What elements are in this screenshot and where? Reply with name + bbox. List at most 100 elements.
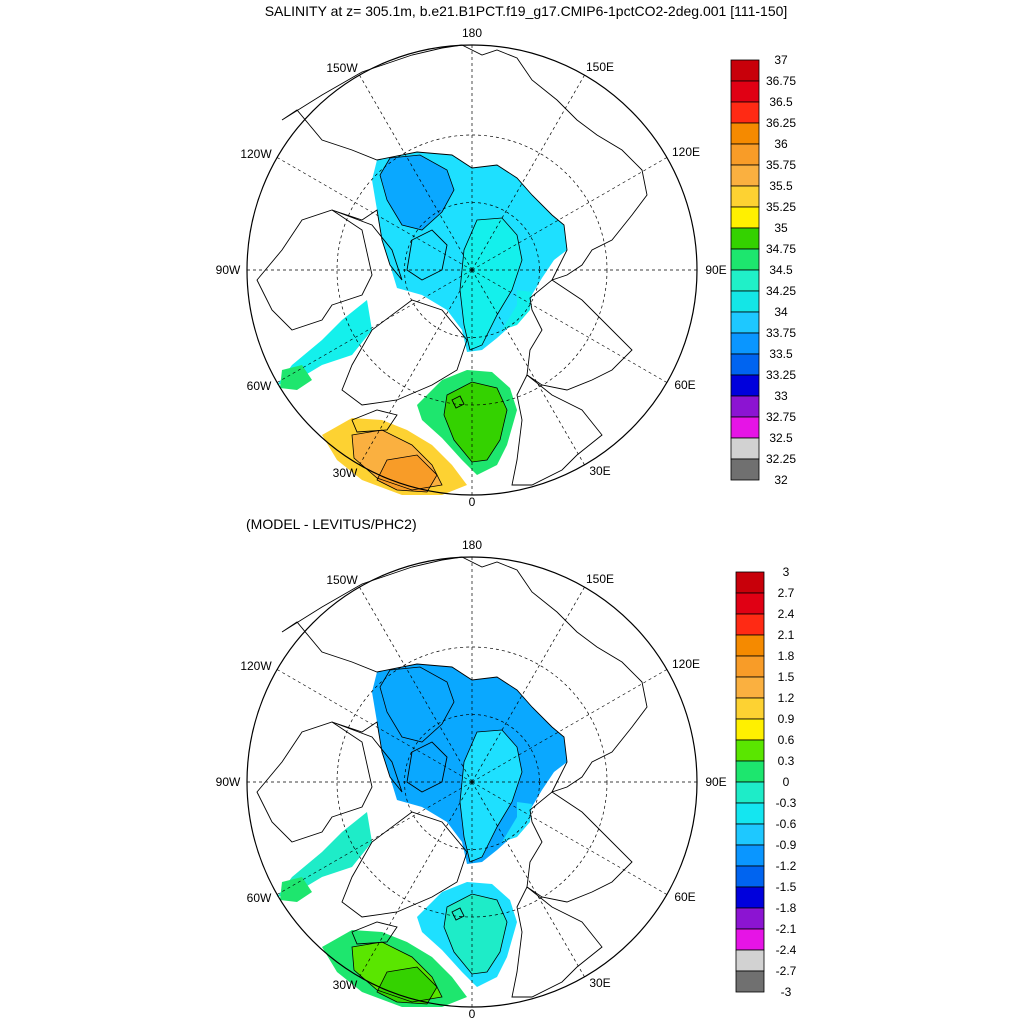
contour-canada: [379, 666, 455, 743]
colorbar-tick-label: 2.7: [778, 586, 795, 600]
meridian-line-2: [471, 157, 668, 271]
meridian-line-2: [471, 669, 668, 783]
colorbar-swatch: [730, 80, 760, 103]
colorbar-swatch: [735, 781, 765, 804]
colorbar-swatch: [730, 290, 760, 313]
coastline-4: [331, 721, 403, 793]
colorbar-swatch: [730, 437, 760, 460]
colorbar-tick-label: -0.6: [776, 817, 797, 831]
colorbar-swatch: [730, 227, 760, 250]
longitude-label: 0: [469, 495, 476, 509]
colorbar-swatch: [735, 739, 765, 762]
longitude-label: 120E: [672, 657, 700, 671]
colorbar-tick-label: 0: [783, 775, 790, 789]
field-labrador: [277, 812, 372, 897]
colorbar-tick-label: 36.5: [769, 95, 793, 109]
colorbar-tick-label: 34.25: [766, 284, 796, 298]
colorbar-tick-label: 34.5: [769, 263, 793, 277]
field-nordicIn: [444, 382, 507, 462]
coastline-0: [281, 44, 648, 281]
colorbar-swatch: [735, 655, 765, 678]
meridian-line-4: [471, 269, 668, 383]
coastline-8: [451, 395, 465, 409]
field-eurasian: [460, 730, 522, 862]
contour-eurasian: [459, 729, 523, 863]
colorbar-tick-label: -0.3: [776, 796, 797, 810]
colorbar-swatch: [730, 122, 760, 145]
colorbar-swatch: [730, 311, 760, 334]
coastline-6: [341, 299, 468, 406]
colorbar-tick-label: 36: [774, 137, 788, 151]
colorbar-swatch: [735, 802, 765, 825]
meridian-line-5: [471, 781, 585, 978]
coastline-3: [256, 209, 373, 331]
coastline-7: [351, 921, 398, 945]
colorbar-swatch: [730, 164, 760, 187]
colorbar-tick-label: 33: [774, 389, 788, 403]
coastline-0: [281, 556, 648, 793]
longitude-label: 150E: [586, 572, 614, 586]
longitude-label: 60W: [247, 891, 272, 905]
graticule: [247, 45, 697, 495]
meridian-line-4: [471, 781, 668, 895]
colorbar-tick-label: 34: [774, 305, 788, 319]
coastline-1: [526, 279, 633, 391]
top-map-title: SALINITY at z= 305.1m, b.e21.B1PCT.f19_g…: [265, 3, 788, 19]
longitude-label: 120E: [672, 145, 700, 159]
meridian-line-8: [276, 269, 473, 383]
colorbar-tick-label: -0.9: [776, 838, 797, 852]
meridian-line-11: [359, 74, 473, 271]
colorbar-tick-label: 35.5: [769, 179, 793, 193]
coastline-layer: [256, 44, 648, 486]
colorbar-tick-label: 34.75: [766, 242, 796, 256]
coastline-layer: [256, 556, 648, 998]
contour-canada: [379, 154, 455, 231]
bottom-colorbar: 3 2.7 2.4 2.1 1.8 1.5 1.2 0.9 0.6 0.3 0 -0.3 -0.6 -0.…: [735, 565, 797, 999]
colorbar-tick-label: 35: [774, 221, 788, 235]
colorbar-tick-label: 35.75: [766, 158, 796, 172]
longitude-label: 90W: [216, 775, 241, 789]
field-baffinIn: [280, 365, 312, 390]
colorbar-tick-label: 33.75: [766, 326, 796, 340]
bottom-map-title: (MODEL - LEVITUS/PHC2): [246, 516, 417, 532]
colorbar-tick-label: -2.1: [776, 922, 797, 936]
colorbar-tick-label: 1.5: [778, 670, 795, 684]
colorbar-swatch: [735, 697, 765, 720]
colorbar-swatch: [730, 332, 760, 355]
colorbar-tick-label: -1.2: [776, 859, 797, 873]
field-canada: [380, 667, 454, 742]
colorbar-swatch: [735, 634, 765, 657]
ocean-field-layer: [277, 152, 567, 495]
colorbar-swatch: [730, 59, 760, 82]
graticule: [247, 557, 697, 1007]
coastline-3: [256, 721, 373, 843]
map-boundary-circle: [246, 44, 698, 496]
colorbar-swatch: [735, 760, 765, 783]
field-nordicIn: [444, 894, 507, 974]
colorbar-tick-label: 1.8: [778, 649, 795, 663]
colorbar-swatch: [735, 823, 765, 846]
top-salinity-map: 180 150E 120E 90E 60E 30E 0 30W 60W 90W 120W 150W: [216, 26, 727, 509]
colorbar-swatch: [730, 353, 760, 376]
longitude-label: 30W: [333, 466, 358, 480]
coastline-2: [511, 886, 603, 998]
colorbar-swatch: [735, 718, 765, 741]
colorbar-tick-label: 1.2: [778, 691, 795, 705]
colorbar-tick-label: 36.75: [766, 74, 796, 88]
colorbar-swatch: [735, 592, 765, 615]
colorbar-tick-label: 32.75: [766, 410, 796, 424]
meridian-line-5: [471, 269, 585, 466]
colorbar-tick-label: 32.5: [769, 431, 793, 445]
colorbar-swatch: [735, 676, 765, 699]
contour-atlIn: [351, 941, 443, 1003]
longitude-label: 90W: [216, 263, 241, 277]
longitude-label: 30W: [333, 978, 358, 992]
colorbar-swatch: [730, 248, 760, 271]
colorbar-tick-label: 2.1: [778, 628, 795, 642]
longitude-label: 150E: [586, 60, 614, 74]
colorbar-tick-label: -2.7: [776, 964, 797, 978]
colorbar-swatch: [730, 269, 760, 292]
longitude-label: 60W: [247, 379, 272, 393]
field-baffinIn: [280, 877, 312, 902]
